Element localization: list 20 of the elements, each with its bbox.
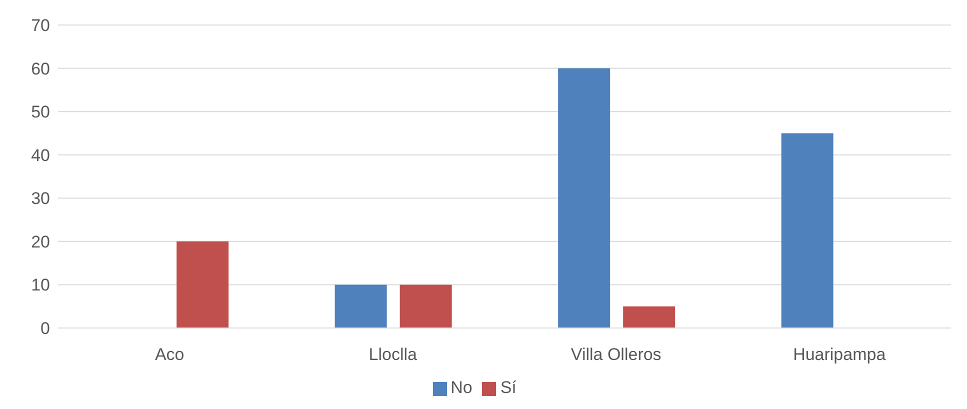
bar (176, 241, 229, 328)
bar (623, 306, 676, 328)
x-tick-label: Aco (154, 345, 184, 364)
y-tick-label: 20 (31, 232, 50, 252)
x-tick-label: Huaripampa (793, 345, 886, 364)
bar (558, 68, 610, 328)
y-tick-label: 60 (31, 59, 50, 78)
legend-label: No (450, 378, 472, 397)
x-tick-label: Villa Olleros (570, 345, 662, 364)
y-tick-label: 0 (40, 319, 50, 338)
bar (334, 284, 387, 328)
x-tick-label: Lloclla (368, 345, 418, 364)
y-tick-label: 70 (31, 16, 50, 36)
legend-label: Sí (500, 378, 516, 397)
y-tick-label: 40 (31, 146, 50, 165)
y-tick-label: 30 (31, 189, 50, 208)
bar (781, 133, 834, 328)
y-tick-label: 50 (31, 102, 50, 122)
bar (400, 284, 452, 328)
y-tick-label: 10 (31, 276, 50, 295)
